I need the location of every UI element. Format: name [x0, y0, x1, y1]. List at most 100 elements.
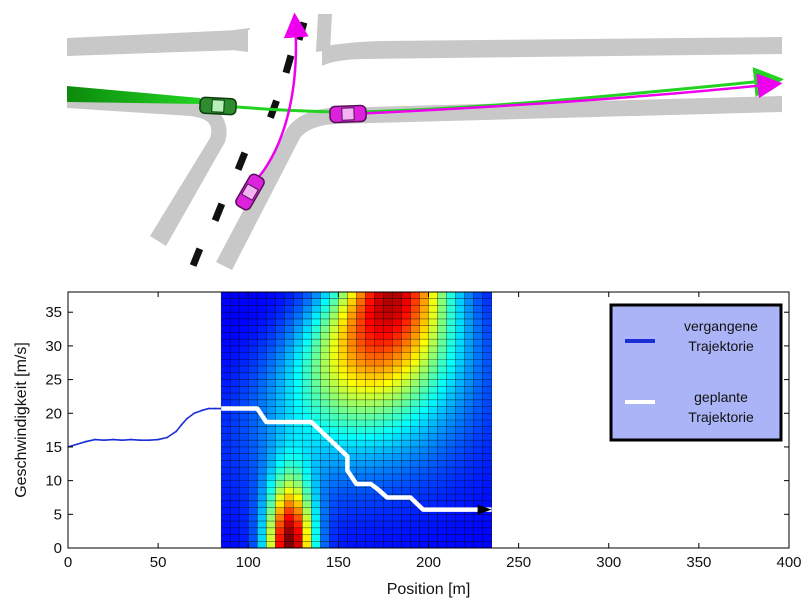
heatmap-cell: [221, 534, 231, 542]
heatmap-cell: [464, 318, 474, 326]
heatmap-cell: [248, 393, 258, 401]
heatmap-cell: [383, 460, 393, 468]
heatmap-cell: [419, 339, 429, 347]
x-tick-label: 200: [416, 554, 441, 571]
heatmap-cell: [428, 460, 438, 468]
heatmap-cell: [293, 298, 303, 306]
heatmap-cell: [275, 521, 285, 529]
heatmap-cell: [239, 494, 249, 502]
heatmap-cell: [446, 386, 456, 394]
heatmap-cell: [284, 345, 294, 353]
heatmap-cell: [464, 433, 474, 441]
data-point: [166, 436, 169, 439]
heatmap-cell: [419, 500, 429, 508]
heatmap-cell: [437, 527, 447, 535]
heatmap-cell: [221, 352, 231, 360]
heatmap-cell: [383, 473, 393, 481]
heatmap-cell: [410, 332, 420, 340]
heatmap-cell: [284, 480, 294, 488]
heatmap-cell: [284, 494, 294, 502]
road-edge-bottom-right: [216, 96, 782, 270]
heatmap-cell: [257, 345, 267, 353]
heatmap-cell: [455, 332, 465, 340]
heatmap-cell: [365, 487, 375, 495]
heatmap-cell: [284, 514, 294, 522]
heatmap-cell: [383, 534, 393, 542]
heatmap-cell: [356, 318, 366, 326]
heatmap-cell: [293, 527, 303, 535]
heatmap-cell: [329, 453, 339, 461]
heatmap-cell: [410, 292, 420, 300]
heatmap-cell: [221, 500, 231, 508]
heatmap-cell: [365, 386, 375, 394]
data-point: [186, 417, 188, 420]
heatmap-cell: [239, 460, 249, 468]
heatmap-cell: [374, 345, 384, 353]
heatmap-cell: [239, 359, 249, 367]
heatmap-cell: [401, 521, 411, 529]
heatmap-cell: [419, 494, 429, 502]
heatmap-cell: [347, 379, 357, 387]
heatmap-cell: [293, 534, 303, 542]
heatmap-cell: [311, 460, 321, 468]
heatmap-cell: [446, 426, 456, 434]
heatmap-cell: [383, 366, 393, 374]
heatmap-cell: [329, 541, 339, 548]
heatmap-cell: [266, 399, 276, 407]
heatmap-cell: [428, 527, 438, 535]
heatmap-cell: [464, 332, 474, 340]
heatmap-cell: [221, 433, 231, 441]
heatmap-cell: [455, 487, 465, 495]
heatmap-cell: [347, 325, 357, 333]
heatmap-cell: [311, 399, 321, 407]
heatmap-cell: [311, 433, 321, 441]
heatmap-cell: [320, 420, 330, 428]
heatmap-cell: [284, 332, 294, 340]
heatmap-cell: [437, 352, 447, 360]
heatmap-cell: [482, 541, 492, 548]
x-tick-label: 100: [236, 554, 261, 571]
heatmap-cell: [293, 440, 303, 448]
heatmap-cell: [302, 467, 312, 475]
heatmap-cell: [419, 386, 429, 394]
heatmap-cell: [320, 446, 330, 454]
heatmap-cell: [401, 393, 411, 401]
heatmap-cell: [401, 345, 411, 353]
heatmap-cell: [230, 372, 240, 380]
heatmap-cell: [275, 433, 285, 441]
data-point: [200, 409, 203, 412]
heatmap-cell: [257, 312, 267, 320]
heatmap-cell: [239, 480, 249, 488]
heatmap-cell: [284, 473, 294, 481]
heatmap-cell: [275, 541, 285, 548]
heatmap-cell: [239, 534, 249, 542]
heatmap-cell: [365, 345, 375, 353]
side-road-edge-left: [232, 28, 250, 52]
heatmap-cell: [311, 406, 321, 414]
heatmap-cell: [347, 507, 357, 515]
heatmap-cell: [473, 406, 483, 414]
other-vehicle-path-straight: [351, 73, 783, 116]
heatmap-cell: [248, 534, 258, 542]
heatmap-cell: [428, 473, 438, 481]
heatmap-cell: [347, 433, 357, 441]
heatmap-cell: [392, 386, 402, 394]
heatmap-cell: [257, 292, 267, 300]
heatmap-cell: [365, 379, 375, 387]
heatmap-cell: [230, 413, 240, 421]
heatmap-cell: [365, 339, 375, 347]
heatmap-cell: [338, 393, 348, 401]
heatmap-cell: [284, 507, 294, 515]
heatmap-cell: [428, 366, 438, 374]
heatmap-cell: [428, 386, 438, 394]
heatmap-cell: [230, 467, 240, 475]
heatmap-cell: [464, 312, 474, 320]
heatmap-cell: [320, 318, 330, 326]
heatmap-cell: [410, 453, 420, 461]
heatmap-cell: [374, 446, 384, 454]
heatmap-cell: [365, 453, 375, 461]
data-point: [76, 443, 78, 446]
heatmap-cell: [257, 386, 267, 394]
legend-label-past-line1: vergangene: [684, 318, 758, 334]
heatmap-cell: [455, 298, 465, 306]
